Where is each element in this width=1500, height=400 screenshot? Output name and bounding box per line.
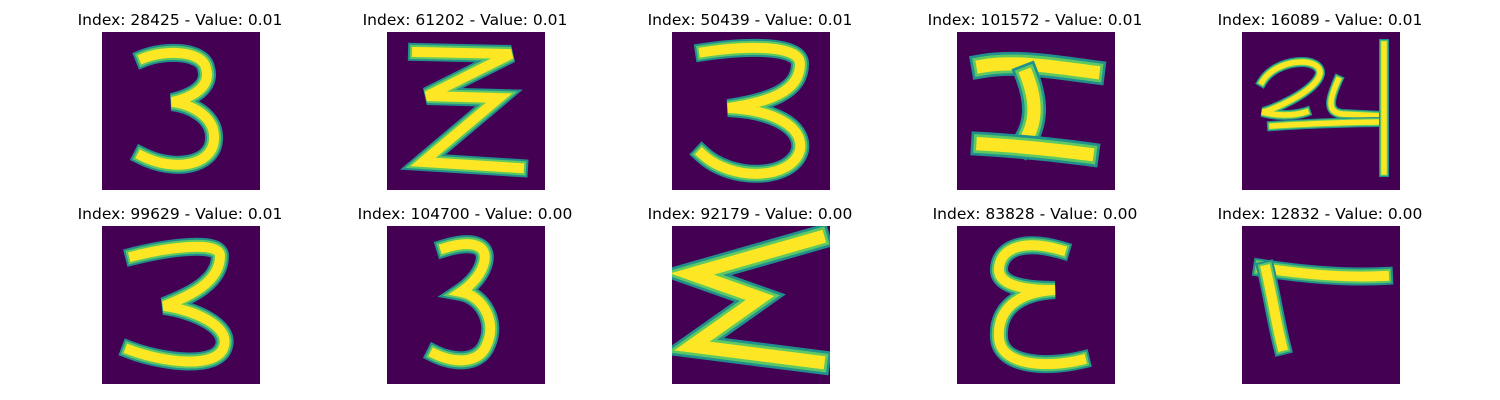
image-tile: Index: 83828 - Value: 0.00 [875,204,1195,384]
tile-title: Index: 16089 - Value: 0.01 [1217,11,1423,29]
digit-image [102,226,260,384]
image-tile: Index: 101572 - Value: 0.01 [875,10,1195,190]
tile-title: Index: 61202 - Value: 0.01 [362,11,568,29]
tile-title: Index: 12832 - Value: 0.00 [1217,205,1423,223]
image-tile: Index: 92179 - Value: 0.00 [590,204,910,384]
tile-title: Index: 50439 - Value: 0.01 [647,11,853,29]
image-tile: Index: 99629 - Value: 0.01 [20,204,340,384]
tile-title: Index: 99629 - Value: 0.01 [77,205,283,223]
image-tile: Index: 12832 - Value: 0.00 [1160,204,1480,384]
digit-image [387,32,545,190]
tile-title: Index: 92179 - Value: 0.00 [647,205,853,223]
image-tile: Index: 104700 - Value: 0.00 [305,204,625,384]
digit-image [672,226,830,384]
tile-title: Index: 83828 - Value: 0.00 [932,205,1138,223]
digit-image [102,32,260,190]
digit-image [957,32,1115,190]
digit-image [1242,226,1400,384]
image-tile: Index: 16089 - Value: 0.01 [1160,10,1480,190]
digit-image [672,32,830,190]
image-tile: Index: 28425 - Value: 0.01 [20,10,340,190]
digit-image [1242,32,1400,190]
image-tile: Index: 61202 - Value: 0.01 [305,10,625,190]
digit-image [957,226,1115,384]
image-tile: Index: 50439 - Value: 0.01 [590,10,910,190]
tile-title: Index: 104700 - Value: 0.00 [357,205,573,223]
digit-image [387,226,545,384]
tile-title: Index: 101572 - Value: 0.01 [927,11,1143,29]
tile-title: Index: 28425 - Value: 0.01 [77,11,283,29]
